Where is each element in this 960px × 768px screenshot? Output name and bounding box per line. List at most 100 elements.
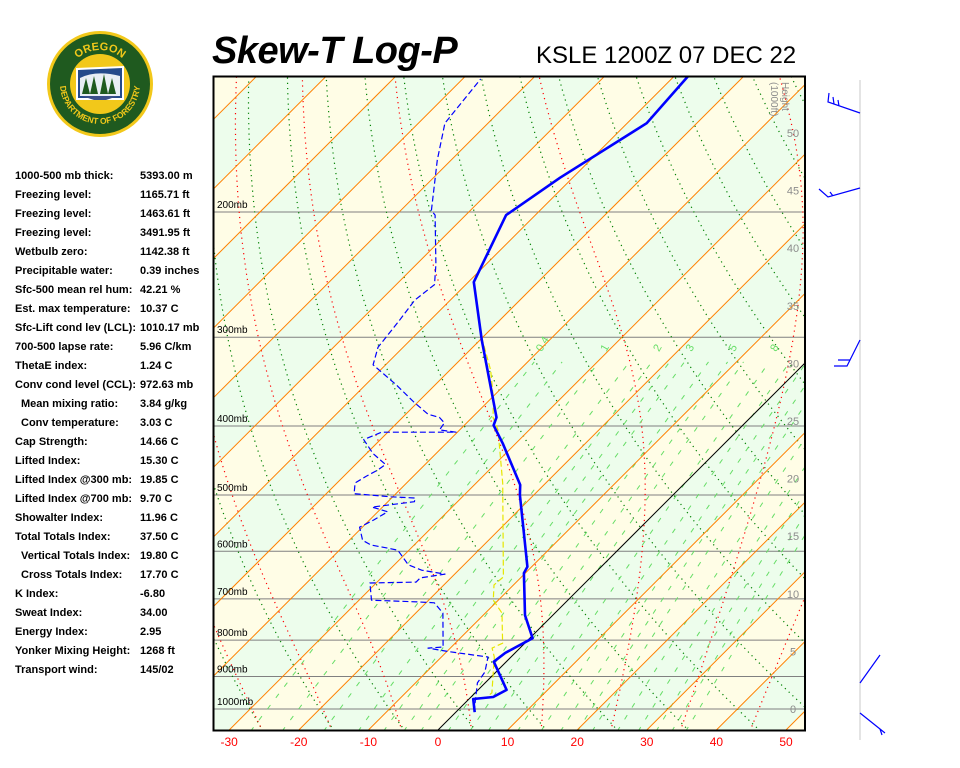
temperature-tick-label: 30 — [640, 735, 654, 749]
dry-adiabat — [247, 77, 477, 730]
dry-adiabat — [790, 77, 805, 106]
wind-barb — [859, 712, 886, 736]
mixing-ratio-line — [541, 361, 791, 730]
isotherm — [785, 710, 805, 730]
isotherm — [214, 77, 466, 329]
stat-value: 19.85 C — [140, 474, 179, 486]
moist-adiabat — [749, 595, 805, 730]
stat-label: 700-500 lapse rate: — [15, 341, 114, 353]
stat-value: 42.21 % — [140, 284, 181, 296]
mixing-ratio-line — [685, 534, 805, 730]
stat-label: Showalter Index: — [15, 512, 104, 524]
stat-label: Lifted Index @300 mb: — [15, 474, 133, 486]
mixing-ratio-line — [617, 437, 805, 730]
isobar-label: 700mb — [217, 587, 248, 598]
isobar-label: 400mb — [217, 414, 248, 425]
zero-isotherm — [437, 362, 805, 730]
isobar-label: 900mb — [217, 664, 248, 675]
dry-adiabat — [403, 77, 761, 730]
isotherm — [228, 153, 805, 730]
mixing-ratio-line — [517, 361, 770, 730]
height-tick-label: 45 — [787, 186, 799, 198]
station-time-label: KSLE 1200Z 07 DEC 22 — [536, 42, 797, 69]
mixing-ratio-label: 2 — [651, 342, 664, 353]
mixing-ratio-line — [403, 361, 671, 730]
stat-label: Wetbulb zero: — [15, 246, 88, 258]
sounding-traces — [353, 77, 689, 713]
isotherm — [214, 77, 744, 607]
stat-label: Conv cond level (CCL): — [15, 379, 137, 391]
isobar-label: 200mb — [217, 200, 248, 211]
wind-barbs — [818, 92, 886, 736]
stat-label: Sfc-Lift cond lev (LCL): — [15, 322, 136, 334]
mixing-ratio-line — [282, 361, 563, 730]
wind-barb — [818, 187, 861, 198]
stat-label: Est. max temperature: — [15, 303, 131, 315]
temperature-tick-label: -20 — [290, 735, 308, 749]
plot-frame — [212, 75, 806, 732]
temperature-tick-label: -10 — [360, 735, 378, 749]
stat-value: -6.80 — [140, 588, 166, 600]
mixing-ratio-line — [488, 361, 744, 730]
dry-adiabat — [519, 77, 805, 580]
temperature-band — [214, 84, 805, 730]
stat-value: 972.63 mb — [140, 379, 194, 391]
temperature-tick-label: 50 — [779, 735, 793, 749]
oregon-department-of-forestry-logo: OREGON DEPARTMENT OF FORESTRY — [46, 30, 154, 138]
isotherm — [214, 77, 535, 398]
isobar-label: 600mb — [217, 539, 248, 550]
stat-value: 0.39 inches — [140, 265, 200, 277]
height-axis-units: (1000ft) — [768, 82, 779, 116]
isotherm — [506, 431, 805, 730]
stat-value: 34.00 — [140, 607, 168, 619]
chart-title: Skew-T Log-P — [212, 30, 458, 72]
dry-adiabat — [364, 77, 690, 730]
stat-value: 3491.95 ft — [140, 227, 191, 239]
stat-value: 1010.17 mb — [140, 322, 200, 334]
wind-barb — [859, 654, 881, 684]
svg-text:OREGON: OREGON — [72, 41, 127, 61]
stat-label: 1000-500 mb thick: — [15, 170, 114, 182]
stat-label: Freezing level: — [15, 189, 92, 201]
dry-adiabat — [863, 67, 960, 731]
dry-adiabat — [825, 67, 960, 731]
stat-value: 145/02 — [140, 664, 174, 676]
height-tick-label: 25 — [787, 416, 799, 428]
stat-value: 17.70 C — [140, 569, 179, 581]
stat-label: Sfc-500 mean rel hum: — [15, 284, 133, 296]
temperature-tick-label: 40 — [710, 735, 724, 749]
stat-value: 9.70 C — [140, 493, 173, 505]
mixing-ratio-line — [577, 384, 805, 730]
dry-adiabat — [441, 77, 805, 709]
stat-value: 5393.00 m — [140, 170, 193, 182]
isotherm — [298, 223, 805, 730]
stat-label: Yonker Mixing Height: — [15, 645, 131, 657]
stat-value: 2.95 — [140, 626, 162, 638]
stat-label: Lifted Index: — [15, 455, 81, 467]
isobar-label: 300mb — [217, 325, 248, 336]
mixing-ratio-line — [592, 404, 805, 730]
isobar-label: 800mb — [217, 628, 248, 639]
stat-label: Total Totals Index: — [15, 531, 111, 543]
stat-value: 1268 ft — [140, 645, 175, 657]
dry-adiabat — [940, 67, 960, 731]
dry-adiabat — [902, 67, 960, 731]
dry-adiabat — [214, 483, 335, 730]
mixing-ratio-line — [671, 513, 805, 730]
mixing-ratio-line — [560, 363, 805, 730]
moist-adiabat — [394, 77, 545, 730]
height-tick-label: 40 — [787, 243, 799, 255]
stat-value: 1142.38 ft — [140, 246, 190, 258]
isobar-label: 1000mb — [217, 697, 254, 708]
temperature-trace — [471, 77, 689, 713]
stat-label: Sweat Index: — [15, 607, 83, 619]
stat-value: 5.96 C/km — [140, 341, 192, 353]
wind-barb — [834, 339, 861, 367]
skewt-grid: 0.4 1 2 3 5 8 — [214, 67, 960, 731]
height-tick-label: 35 — [787, 301, 799, 313]
mixing-ratio-line — [383, 361, 653, 730]
stat-label: K Index: — [15, 588, 59, 600]
isobar-label: 500mb — [217, 483, 248, 494]
stat-value: 10.37 C — [140, 303, 179, 315]
isotherm — [646, 571, 805, 730]
